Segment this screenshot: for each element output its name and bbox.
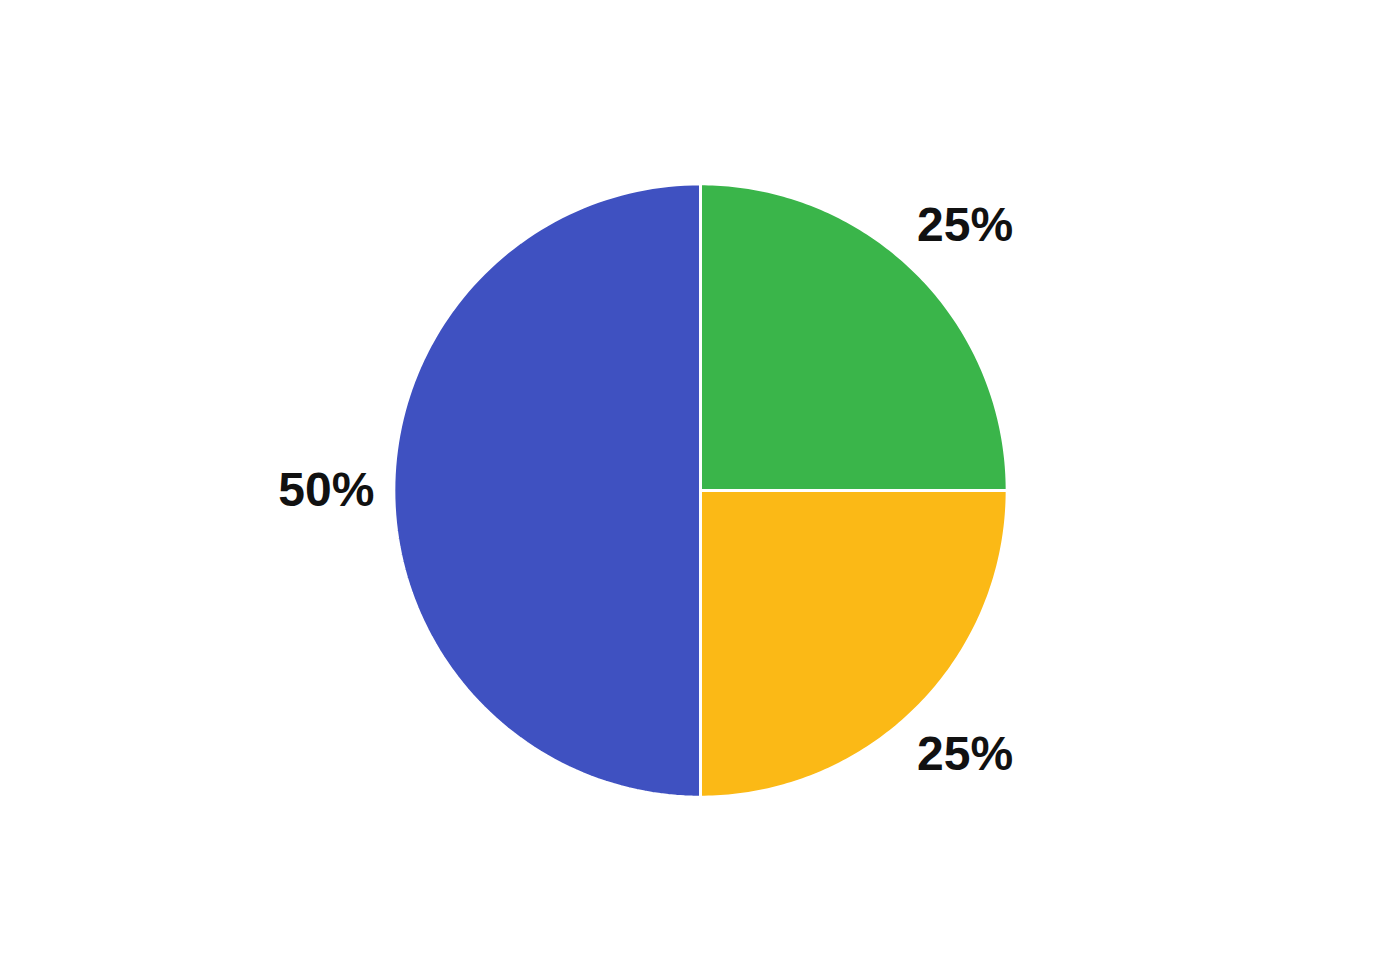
svg-text:50%: 50% (278, 463, 374, 516)
svg-text:25%: 25% (917, 198, 1013, 251)
svg-text:25%: 25% (917, 727, 1013, 780)
